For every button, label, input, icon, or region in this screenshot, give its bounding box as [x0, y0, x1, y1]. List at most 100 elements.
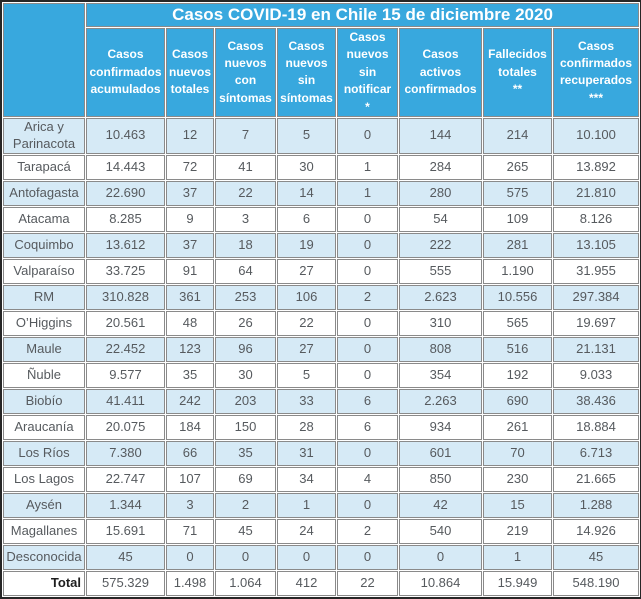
column-header-4: Casos nuevos sin síntomas: [277, 28, 336, 117]
value-cell: 0: [277, 544, 336, 570]
region-cell: Tarapacá: [3, 154, 85, 180]
value-cell: 0: [337, 117, 398, 154]
column-header-6: Casos activos confirmados: [399, 28, 482, 117]
value-cell: 0: [337, 492, 398, 518]
table-row: RM 310.828 361 253 106 2 2.623 10.556 297.384: [3, 284, 640, 310]
value-cell: 2: [337, 518, 398, 544]
total-row: Total 575.329 1.498 1.064 412 22 10.864 15.949 5…: [3, 570, 640, 596]
value-cell: 3: [166, 492, 214, 518]
value-cell: 12: [166, 117, 214, 154]
value-cell: 261: [483, 414, 552, 440]
value-cell: 354: [399, 362, 482, 388]
value-cell: 14.443: [86, 154, 165, 180]
value-cell: 565: [483, 310, 552, 336]
total-value-cell: 1.498: [166, 570, 214, 596]
value-cell: 72: [166, 154, 214, 180]
value-cell: 13.892: [553, 154, 640, 180]
value-cell: 5: [277, 117, 336, 154]
value-cell: 284: [399, 154, 482, 180]
value-cell: 6.713: [553, 440, 640, 466]
region-cell: Arica y Parinacota: [3, 117, 85, 154]
value-cell: 9: [166, 206, 214, 232]
value-cell: 10.556: [483, 284, 552, 310]
column-header-3: Casos nuevos con síntomas: [215, 28, 276, 117]
value-cell: 2: [337, 284, 398, 310]
value-cell: 7.380: [86, 440, 165, 466]
table-row: Valparaíso 33.725 91 64 27 0 555 1.190 31.955: [3, 258, 640, 284]
value-cell: 0: [215, 544, 276, 570]
value-cell: 253: [215, 284, 276, 310]
region-cell: Desconocida: [3, 544, 85, 570]
table-title: Casos COVID-19 en Chile 15 de diciembre …: [86, 3, 640, 27]
value-cell: 230: [483, 466, 552, 492]
value-cell: 1: [483, 544, 552, 570]
value-cell: 28: [277, 414, 336, 440]
value-cell: 35: [215, 440, 276, 466]
value-cell: 96: [215, 336, 276, 362]
value-cell: 5: [277, 362, 336, 388]
value-cell: 9.033: [553, 362, 640, 388]
value-cell: 219: [483, 518, 552, 544]
column-header-2: Casos nuevos totales: [166, 28, 214, 117]
value-cell: 575: [483, 180, 552, 206]
column-header-1: Casos confirmados acumulados: [86, 28, 165, 117]
region-cell: Magallanes: [3, 518, 85, 544]
table-row: Magallanes 15.691 71 45 24 2 540 219 14.926: [3, 518, 640, 544]
value-cell: 1.190: [483, 258, 552, 284]
value-cell: 38.436: [553, 388, 640, 414]
value-cell: 20.075: [86, 414, 165, 440]
region-cell: Los Lagos: [3, 466, 85, 492]
value-cell: 109: [483, 206, 552, 232]
value-cell: 10.463: [86, 117, 165, 154]
value-cell: 21.131: [553, 336, 640, 362]
value-cell: 280: [399, 180, 482, 206]
column-header-row: Casos confirmados acumulados Casos nuevos…: [3, 28, 640, 117]
value-cell: 31.955: [553, 258, 640, 284]
region-cell: Ñuble: [3, 362, 85, 388]
table-row: Los Ríos 7.380 66 35 31 0 601 70 6.713: [3, 440, 640, 466]
value-cell: 540: [399, 518, 482, 544]
value-cell: 0: [337, 544, 398, 570]
value-cell: 54: [399, 206, 482, 232]
value-cell: 690: [483, 388, 552, 414]
table-row: Atacama 8.285 9 3 6 0 54 109 8.126: [3, 206, 640, 232]
value-cell: 70: [483, 440, 552, 466]
value-cell: 107: [166, 466, 214, 492]
table-row: Antofagasta 22.690 37 22 14 1 280 575 21.810: [3, 180, 640, 206]
value-cell: 22: [215, 180, 276, 206]
value-cell: 6: [337, 414, 398, 440]
value-cell: 19: [277, 232, 336, 258]
value-cell: 13.612: [86, 232, 165, 258]
value-cell: 30: [277, 154, 336, 180]
title-row: Casos COVID-19 en Chile 15 de diciembre …: [3, 3, 640, 117]
value-cell: 21.810: [553, 180, 640, 206]
value-cell: 41.411: [86, 388, 165, 414]
value-cell: 30: [215, 362, 276, 388]
region-cell: Maule: [3, 336, 85, 362]
value-cell: 18.884: [553, 414, 640, 440]
value-cell: 310: [399, 310, 482, 336]
value-cell: 2.623: [399, 284, 482, 310]
value-cell: 4: [337, 466, 398, 492]
value-cell: 144: [399, 117, 482, 154]
value-cell: 9.577: [86, 362, 165, 388]
value-cell: 91: [166, 258, 214, 284]
value-cell: 19.697: [553, 310, 640, 336]
value-cell: 8.285: [86, 206, 165, 232]
value-cell: 6: [277, 206, 336, 232]
value-cell: 0: [166, 544, 214, 570]
value-cell: 33: [277, 388, 336, 414]
total-value-cell: 575.329: [86, 570, 165, 596]
region-cell: Antofagasta: [3, 180, 85, 206]
value-cell: 310.828: [86, 284, 165, 310]
value-cell: 45: [86, 544, 165, 570]
value-cell: 48: [166, 310, 214, 336]
value-cell: 22.747: [86, 466, 165, 492]
value-cell: 66: [166, 440, 214, 466]
value-cell: 1.288: [553, 492, 640, 518]
value-cell: 35: [166, 362, 214, 388]
value-cell: 265: [483, 154, 552, 180]
table-row: Los Lagos 22.747 107 69 34 4 850 230 21.665: [3, 466, 640, 492]
value-cell: 106: [277, 284, 336, 310]
